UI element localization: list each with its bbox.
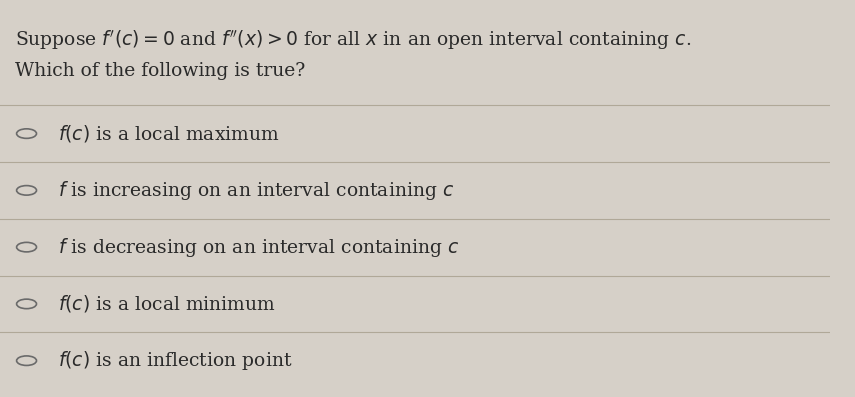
Text: $f$ is decreasing on an interval containing $c$: $f$ is decreasing on an interval contain… (58, 236, 459, 258)
Text: Suppose $f'(c) = 0$ and $f''(x) > 0$ for all $x$ in an open interval containing : Suppose $f'(c) = 0$ and $f''(x) > 0$ for… (15, 28, 691, 52)
Text: $f(c)$ is a local minimum: $f(c)$ is a local minimum (58, 293, 276, 314)
Text: $f(c)$ is a local maximum: $f(c)$ is a local maximum (58, 123, 280, 144)
Text: Which of the following is true?: Which of the following is true? (15, 62, 305, 79)
Text: $f(c)$ is an inflection point: $f(c)$ is an inflection point (58, 349, 292, 372)
Text: $f$ is increasing on an interval containing $c$: $f$ is increasing on an interval contain… (58, 179, 454, 202)
